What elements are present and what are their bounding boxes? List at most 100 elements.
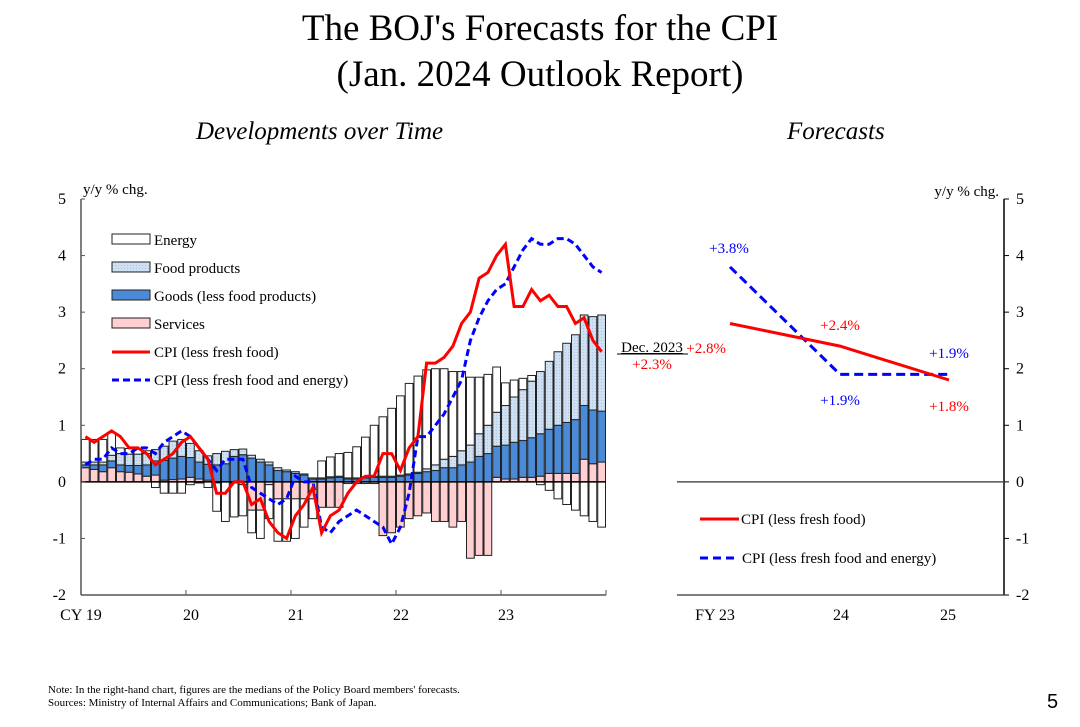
bar-segment-services bbox=[448, 481, 458, 528]
bar-segment-services bbox=[151, 474, 160, 483]
bar-segment-energy bbox=[527, 375, 536, 382]
legend-label: CPI (less fresh food and energy) bbox=[154, 373, 348, 389]
bar-segment-food bbox=[107, 454, 116, 462]
footnote-note: Note: In the right-hand chart, figures a… bbox=[48, 684, 460, 696]
bar-segment-food bbox=[579, 314, 589, 406]
left-x-tick-label: 23 bbox=[498, 607, 514, 624]
bar-segment-services bbox=[413, 481, 423, 517]
bar-segment-services bbox=[571, 472, 580, 483]
bar-segment-food bbox=[124, 453, 134, 466]
bar-segment-energy bbox=[579, 481, 589, 517]
bar-segment-energy bbox=[168, 481, 178, 494]
bar-segment-services bbox=[474, 481, 484, 556]
bar-segment-services bbox=[439, 481, 449, 522]
bar-segment-energy bbox=[544, 481, 554, 491]
bar-segment-energy bbox=[98, 438, 108, 463]
left-x-tick-label: CY 19 bbox=[60, 607, 102, 624]
bar-segment-food bbox=[483, 424, 493, 455]
left-y-tick-label: 2 bbox=[58, 361, 66, 378]
bar-segment-goods bbox=[553, 424, 563, 474]
bar-segment-services bbox=[98, 471, 108, 483]
bar-segment-goods bbox=[107, 460, 116, 469]
annotation-dec-2023-value: +2.3% bbox=[632, 357, 672, 373]
bar-segment-services bbox=[483, 481, 493, 556]
bar-segment-goods bbox=[588, 409, 598, 465]
bar-segment-energy bbox=[89, 438, 99, 463]
right-x-tick-label: 25 bbox=[940, 607, 956, 624]
bar-segment-goods bbox=[536, 433, 545, 477]
bar-segment-services bbox=[579, 458, 589, 483]
bar-segment-energy bbox=[597, 481, 606, 528]
right-y-tick-label: 0 bbox=[1016, 474, 1024, 491]
bar-segment-goods bbox=[492, 445, 501, 478]
bar-segment-goods bbox=[221, 463, 230, 483]
footnote-sources: Sources: Ministry of Internal Affairs an… bbox=[48, 697, 377, 709]
bar-segment-energy bbox=[256, 509, 265, 539]
bar-segment-food bbox=[116, 453, 125, 466]
bar-segment-energy bbox=[177, 481, 186, 494]
bar-segment-energy bbox=[448, 371, 458, 457]
bar-segment-goods bbox=[89, 464, 99, 470]
bar-segment-energy bbox=[588, 481, 598, 522]
bar-segment-services bbox=[116, 471, 125, 483]
bar-segment-goods bbox=[124, 464, 134, 473]
bar-segment-energy bbox=[343, 451, 353, 479]
bar-segment-energy bbox=[457, 371, 466, 452]
bar-segment-energy bbox=[562, 481, 571, 505]
bar-segment-energy bbox=[203, 481, 213, 489]
left-y-tick-label: -2 bbox=[53, 587, 66, 604]
bar-segment-food bbox=[247, 454, 256, 459]
right-y-tick-label: -2 bbox=[1016, 587, 1029, 604]
bar-segment-energy bbox=[553, 481, 563, 500]
bar-segment-goods bbox=[98, 464, 108, 473]
left-x-tick-label: 21 bbox=[288, 607, 304, 624]
left-y-tick-label: 5 bbox=[58, 191, 66, 208]
legend-label: CPI (less fresh food) bbox=[154, 345, 279, 361]
bar-segment-food bbox=[238, 448, 248, 456]
bar-segment-energy bbox=[282, 498, 291, 542]
right-chart-axes: 5 4 3 2 1 0 -1 -2 y/y % chg. FY 23 24 25 bbox=[677, 184, 1029, 624]
bar-segment-services bbox=[597, 461, 606, 483]
right-y-tick-label: 3 bbox=[1016, 304, 1024, 321]
left-y-tick-label: 4 bbox=[58, 248, 66, 265]
bar-segment-food bbox=[264, 461, 274, 466]
bar-segment-services bbox=[326, 481, 335, 508]
bar-segment-goods bbox=[597, 410, 606, 463]
bar-segment-energy bbox=[518, 377, 528, 391]
bar-segment-services bbox=[562, 472, 571, 483]
bar-segment-food bbox=[466, 444, 475, 463]
left-y-axis-label: y/y % chg. bbox=[83, 182, 148, 198]
bar-segment-goods bbox=[544, 428, 554, 474]
bar-segment-services bbox=[422, 481, 431, 514]
bar-segment-food bbox=[308, 477, 318, 480]
right-y-tick-label: -1 bbox=[1016, 530, 1029, 547]
bar-segment-food bbox=[186, 442, 195, 459]
forecast-label-cpi: +2.8% bbox=[686, 341, 726, 357]
left-chart-title: Developments over Time bbox=[196, 118, 444, 145]
bar-segment-services bbox=[124, 471, 134, 483]
bar-segment-services bbox=[107, 467, 116, 483]
bar-segment-goods bbox=[518, 440, 528, 478]
left-chart-lines: Dec. 2023+2.3% bbox=[84, 236, 688, 548]
bar-segment-goods bbox=[133, 464, 143, 475]
page-title-line1: The BOJ's Forecasts for the CPI bbox=[301, 8, 779, 49]
forecast-line-cpi-less-fresh-food bbox=[729, 322, 950, 382]
legend-label: Energy bbox=[154, 233, 198, 249]
bar-segment-food bbox=[273, 467, 283, 472]
legend-swatch-1 bbox=[111, 261, 151, 273]
bar-segment-services bbox=[317, 481, 326, 508]
bar-segment-services bbox=[89, 468, 99, 483]
forecast-label-core: +1.9% bbox=[929, 346, 969, 362]
bar-segment-food bbox=[509, 396, 519, 443]
left-chart-legend: Energy Food products Goods (less food prod… bbox=[111, 233, 348, 389]
left-y-tick-label: 3 bbox=[58, 304, 66, 321]
bar-segment-goods bbox=[571, 419, 580, 474]
bar-segment-goods bbox=[159, 459, 169, 481]
bar-segment-food bbox=[527, 380, 536, 439]
bar-segment-food bbox=[474, 433, 484, 457]
bar-segment-energy bbox=[352, 446, 361, 479]
bar-segment-goods bbox=[142, 464, 151, 477]
bar-segment-services bbox=[544, 472, 554, 483]
bar-segment-goods bbox=[431, 470, 440, 483]
left-y-tick-label: 1 bbox=[58, 417, 66, 434]
